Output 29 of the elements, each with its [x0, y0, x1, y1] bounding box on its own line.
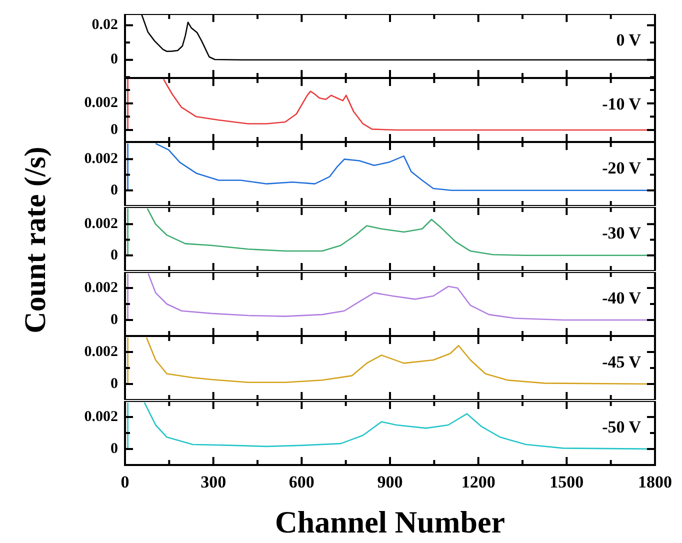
- y-tick-label: 0.002: [84, 408, 118, 425]
- y-tick-label: 0: [110, 122, 118, 138]
- x-tick-label: 1800: [638, 472, 672, 492]
- y-tick-label: 0.02: [92, 17, 118, 34]
- x-tick-label: 900: [377, 472, 403, 492]
- y-tick-label: 0: [110, 247, 118, 264]
- y-axis-title: Count rate (/s): [19, 146, 53, 334]
- y-tick-label: 0: [110, 312, 118, 328]
- x-tick-label: 1500: [550, 472, 584, 492]
- y-tick-label: 0.002: [84, 216, 118, 232]
- y-tick-label: 0.002: [84, 95, 118, 112]
- y-tick-label: 0.002: [84, 280, 118, 296]
- y-tick-label: 0: [110, 440, 118, 457]
- x-tick-label: 300: [200, 472, 226, 492]
- annotation: -20 V: [602, 158, 642, 178]
- annotation: 0 V: [616, 30, 642, 50]
- annotation: -10 V: [602, 94, 642, 114]
- y-tick-label: 0: [110, 52, 118, 68]
- annotation: -30 V: [602, 223, 642, 242]
- y-tick-label: 0: [110, 376, 118, 392]
- annotation: -50 V: [602, 417, 642, 436]
- y-tick-label: 0: [110, 182, 118, 198]
- y-tick-label: 0.002: [84, 151, 118, 168]
- y-tick-label: 0.002: [84, 344, 118, 360]
- x-axis-title: Channel Number: [275, 504, 506, 540]
- annotation: -45 V: [602, 352, 642, 372]
- annotation: -40 V: [602, 288, 642, 308]
- x-tick-label: 1200: [461, 472, 496, 492]
- x-tick-label: 600: [288, 472, 314, 492]
